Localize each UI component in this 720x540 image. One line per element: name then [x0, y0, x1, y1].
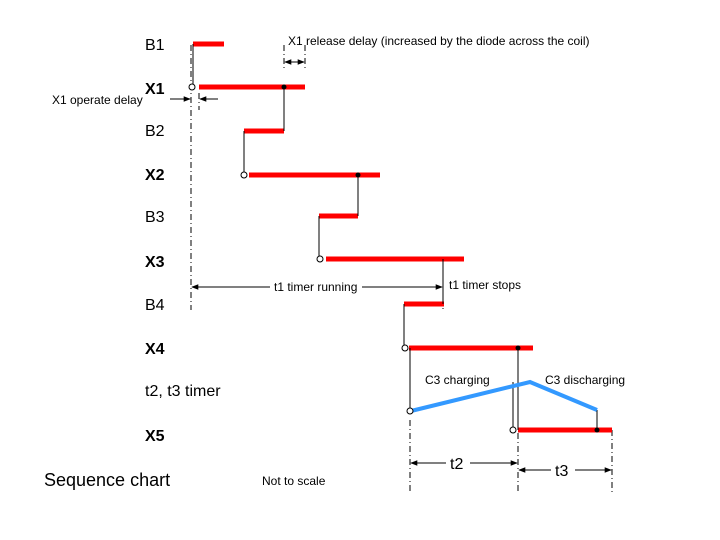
row-label-b3: B3	[145, 209, 165, 226]
t1-running-label-bg	[270, 278, 362, 294]
open-dot-x5	[509, 426, 517, 434]
row-label-x5: X5	[145, 428, 165, 445]
open-dot-x1	[188, 83, 196, 91]
annotation-t1-running: t1 timer running	[274, 280, 357, 294]
row-label-t2-t3-timer: t2, t3 timer	[145, 383, 221, 400]
filled-dot-x5	[594, 427, 600, 433]
row-label-b4: B4	[145, 297, 165, 314]
filled-dot-x2	[355, 172, 361, 178]
timer-charge-discharge-line	[410, 379, 598, 413]
annotation-c3-discharging: C3 discharging	[545, 373, 625, 387]
annotation-x1-release-delay: X1 release delay (increased by the diode…	[288, 34, 590, 48]
open-dot-x4	[401, 344, 409, 352]
annotation-c3-charging: C3 charging	[425, 373, 490, 387]
row-label-x4: X4	[145, 341, 165, 358]
open-dot-x2	[240, 171, 248, 179]
open-dot-timer	[406, 407, 414, 415]
row-label-b2: B2	[145, 123, 165, 140]
filled-dot-x4	[515, 345, 521, 351]
chart-title: Sequence chart	[44, 470, 170, 490]
t2-label-bg	[446, 452, 470, 472]
scale-note: Not to scale	[262, 474, 326, 488]
row-label-x3: X3	[145, 254, 165, 271]
row-label-b1: B1	[145, 37, 165, 54]
t3-label-bg	[551, 459, 575, 479]
row-label-x1: X1	[145, 81, 165, 98]
annotation-x1-operate-delay: X1 operate delay	[52, 93, 143, 107]
annotation-t2: t2	[450, 456, 463, 473]
row-label-x2: X2	[145, 167, 165, 184]
filled-dot-x1	[281, 84, 287, 90]
annotation-t3: t3	[555, 463, 568, 480]
open-dot-x3	[316, 255, 324, 263]
annotation-t1-stops: t1 timer stops	[449, 278, 521, 292]
